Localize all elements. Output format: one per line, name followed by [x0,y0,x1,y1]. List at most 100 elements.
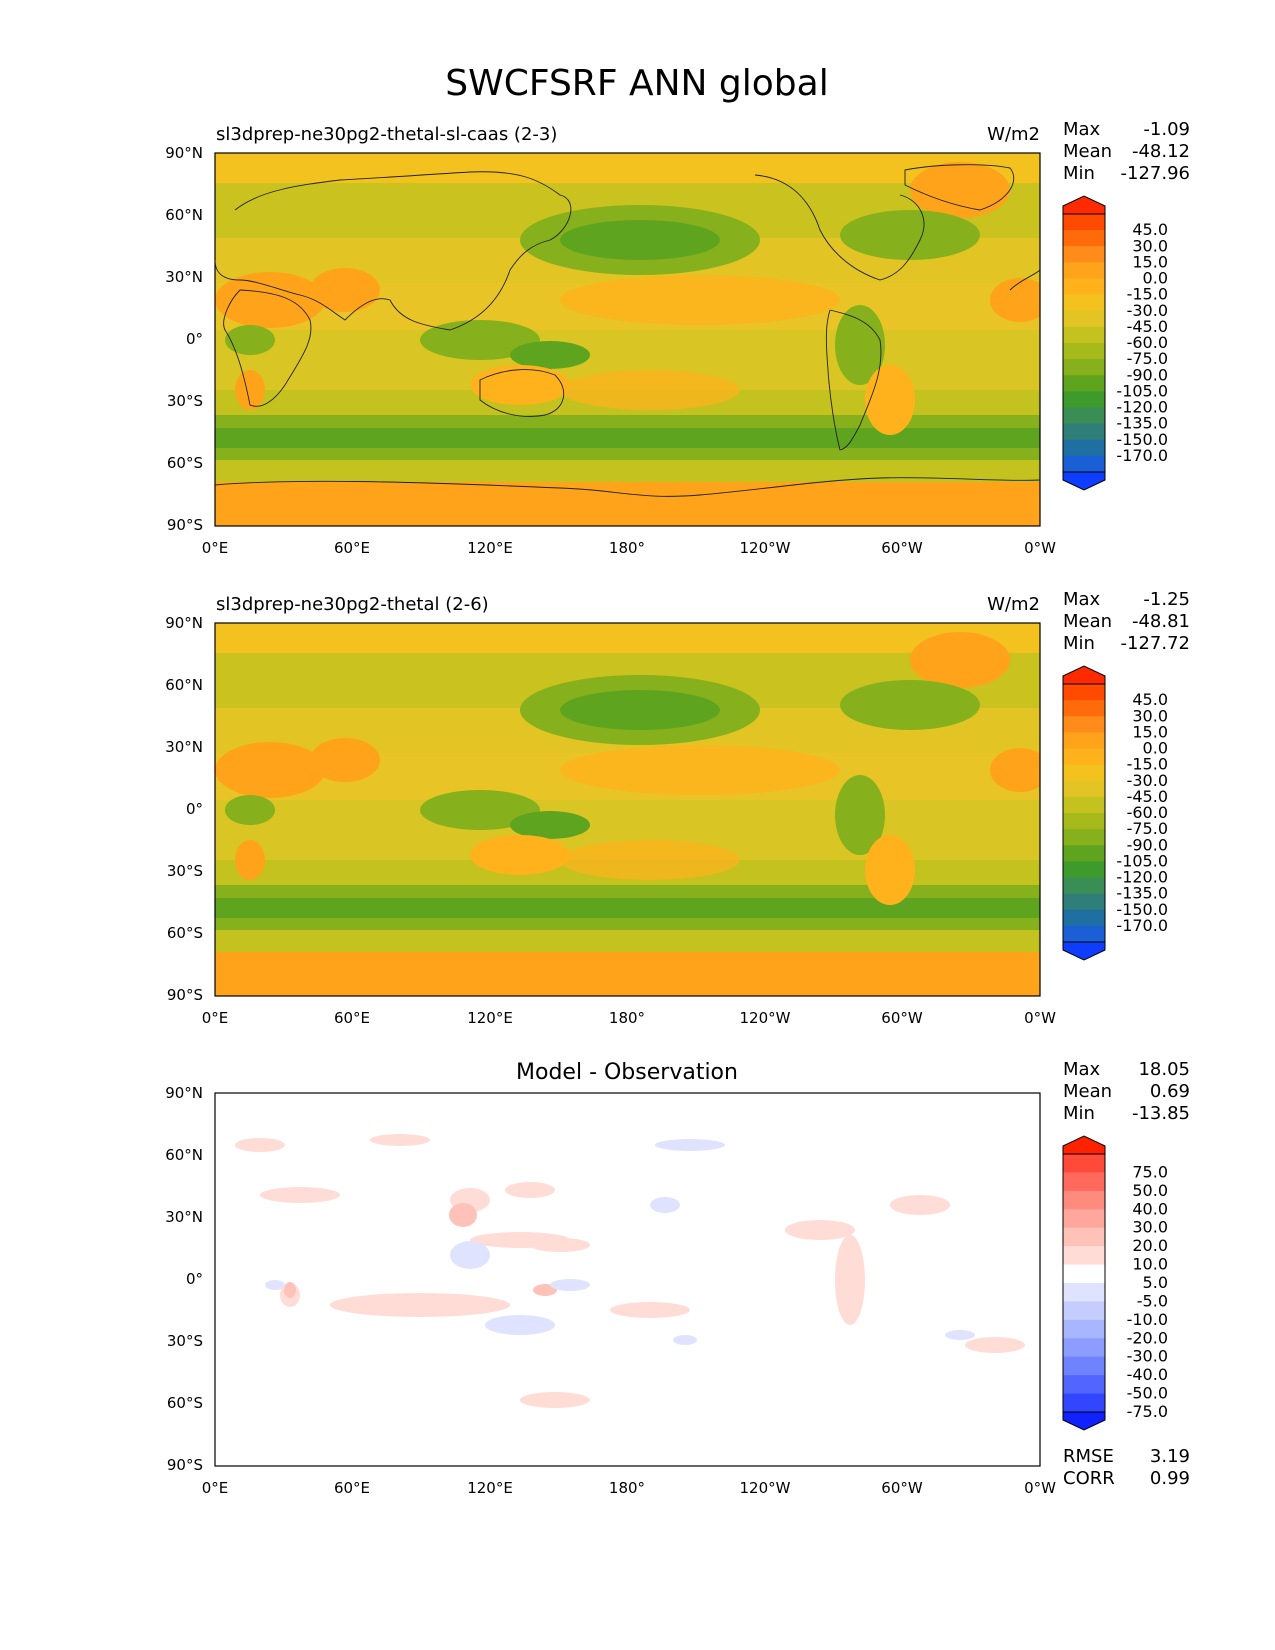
colorbar-tick-label: -50.0 [1127,1384,1168,1403]
colorbar-segment [1063,1283,1105,1302]
colorbar-segment [1063,1154,1105,1173]
colorbar-tick-label: -105.0 [1116,381,1168,400]
colorbar-segment [1063,391,1105,408]
colorbar-tick-label: -5.0 [1137,1291,1168,1310]
stat-max-value: -1.09 [1143,119,1190,140]
lon-tick-60w: 60°W [881,539,923,557]
colorbar-segment [1063,375,1105,392]
lon-tick-0w: 0°W [1024,1479,1056,1497]
colorbar-tick-label: -20.0 [1127,1328,1168,1347]
colorbar-segment [1063,877,1105,895]
colorbar-tick-label: -40.0 [1127,1365,1168,1384]
colorbar-segment [1063,1209,1105,1229]
colorbar-extend-bottom [1062,941,1106,961]
stat-max-label: Max [1063,1059,1101,1080]
lat-tick-60s: 60°S [167,1394,203,1412]
lat-tick-60n: 60°N [165,676,203,694]
panel-1-axes: 90°N 60°N 30°N 0° 30°S 60°S 90°S 0°E 60°… [165,144,1056,557]
panel-1-title: sl3dprep-ne30pg2-thetal-sl-caas (2-3) [216,124,557,145]
lon-tick-0e: 0°E [202,539,229,557]
colorbar-extend-bottom [1062,1411,1106,1431]
colorbar-segment [1063,1246,1105,1266]
colorbar-segment [1063,861,1105,878]
lat-tick-60s: 60°S [167,924,203,942]
lat-tick-90n: 90°N [165,614,203,632]
colorbar-segment [1063,439,1105,457]
stat-corr-value: 0.99 [1150,1468,1190,1489]
stat-mean-value: -48.12 [1132,141,1190,162]
lon-tick-60e: 60°E [334,1479,370,1497]
colorbar-segment [1063,796,1105,814]
colorbar-tick-label: -15.0 [1127,285,1168,304]
colorbar-tick-label: -150.0 [1116,900,1168,919]
panel-3-title: Model - Observation [516,1060,738,1085]
panel-1-map [215,153,1040,526]
lon-tick-0e: 0°E [202,1009,229,1027]
colorbar-tick-label: 75.0 [1132,1162,1168,1181]
colorbar-tick-label: 30.0 [1132,1218,1168,1237]
colorbar-segment [1063,359,1105,376]
colorbar-segment [1063,1338,1105,1358]
colorbar-tick-label: -30.0 [1127,771,1168,790]
colorbar-frame [1062,683,1106,943]
colorbar-segment [1063,829,1105,846]
colorbar-tick-label: -45.0 [1127,787,1168,806]
panel-3-map [215,1093,1040,1466]
colorbar-tick-label: -10.0 [1127,1310,1168,1329]
colorbar-tick-label: -120.0 [1116,398,1168,417]
colorbar-tick-label: -15.0 [1127,755,1168,774]
colorbar-tick-label: 15.0 [1132,252,1168,271]
colorbar-segment [1063,278,1105,296]
colorbar-segment [1063,909,1105,927]
colorbar-segment [1063,925,1105,943]
panel-2-units: W/m2 [987,594,1040,615]
colorbar-tick-label: 50.0 [1132,1181,1168,1200]
colorbar-segment [1063,893,1105,911]
colorbar-tick-label: 0.0 [1143,269,1168,288]
stat-rmse-label: RMSE [1063,1446,1114,1467]
colorbar-tick-label: -135.0 [1116,884,1168,903]
colorbar-segment [1063,1227,1105,1247]
colorbar-tick-label: 15.0 [1132,722,1168,741]
lon-tick-120e: 120°E [467,1009,513,1027]
colorbar-segment [1063,716,1105,733]
colorbar-tick-label: -150.0 [1116,430,1168,449]
panel-1-colorbar: 45.030.015.00.0-15.0-30.0-45.0-60.0-75.0… [1062,195,1168,491]
colorbar-tick-label: -170.0 [1116,916,1168,935]
lon-tick-120w: 120°W [740,539,791,557]
colorbar-tick-label: 30.0 [1132,706,1168,725]
stat-max-value: 18.05 [1138,1059,1190,1080]
panel-2-title: sl3dprep-ne30pg2-thetal (2-6) [216,594,489,615]
colorbar-segment [1063,214,1105,231]
colorbar-extend-bottom [1062,471,1106,491]
panel-1: sl3dprep-ne30pg2-thetal-sl-caas (2-3) W/… [165,119,1190,557]
lat-tick-30s: 30°S [167,1332,203,1350]
stat-mean-value: 0.69 [1150,1081,1190,1102]
lat-tick-30n: 30°N [165,738,203,756]
colorbar-tick-label: 10.0 [1132,1255,1168,1274]
lon-tick-120w: 120°W [740,1009,791,1027]
lon-tick-60w: 60°W [881,1009,923,1027]
colorbar-segment [1063,764,1105,782]
colorbar-tick-label: -75.0 [1127,1402,1168,1421]
colorbar-segment [1063,1172,1105,1192]
panel-3-stats: Max 18.05 Mean 0.69 Min -13.85 RMSE 3.19… [1063,1059,1190,1489]
colorbar-tick-label: -170.0 [1116,446,1168,465]
stat-mean-label: Mean [1063,611,1112,632]
panel-1-stats: Max -1.09 Mean -48.12 Min -127.96 [1063,119,1190,184]
lon-tick-120w: 120°W [740,1479,791,1497]
colorbar-tick-label: 20.0 [1132,1236,1168,1255]
stat-min-value: -127.96 [1121,163,1190,184]
colorbar-tick-label: 30.0 [1132,236,1168,255]
colorbar-segment [1063,780,1105,798]
colorbar-segment [1063,423,1105,441]
lon-tick-120e: 120°E [467,1479,513,1497]
lat-tick-30s: 30°S [167,392,203,410]
panel-2-stats: Max -1.25 Mean -48.81 Min -127.72 [1063,589,1190,654]
panel-3: Model - Observation [165,1059,1190,1497]
stat-min-label: Min [1063,1103,1095,1124]
colorbar-segment [1063,684,1105,701]
lon-tick-0w: 0°W [1024,539,1056,557]
colorbar-tick-label: -45.0 [1127,317,1168,336]
